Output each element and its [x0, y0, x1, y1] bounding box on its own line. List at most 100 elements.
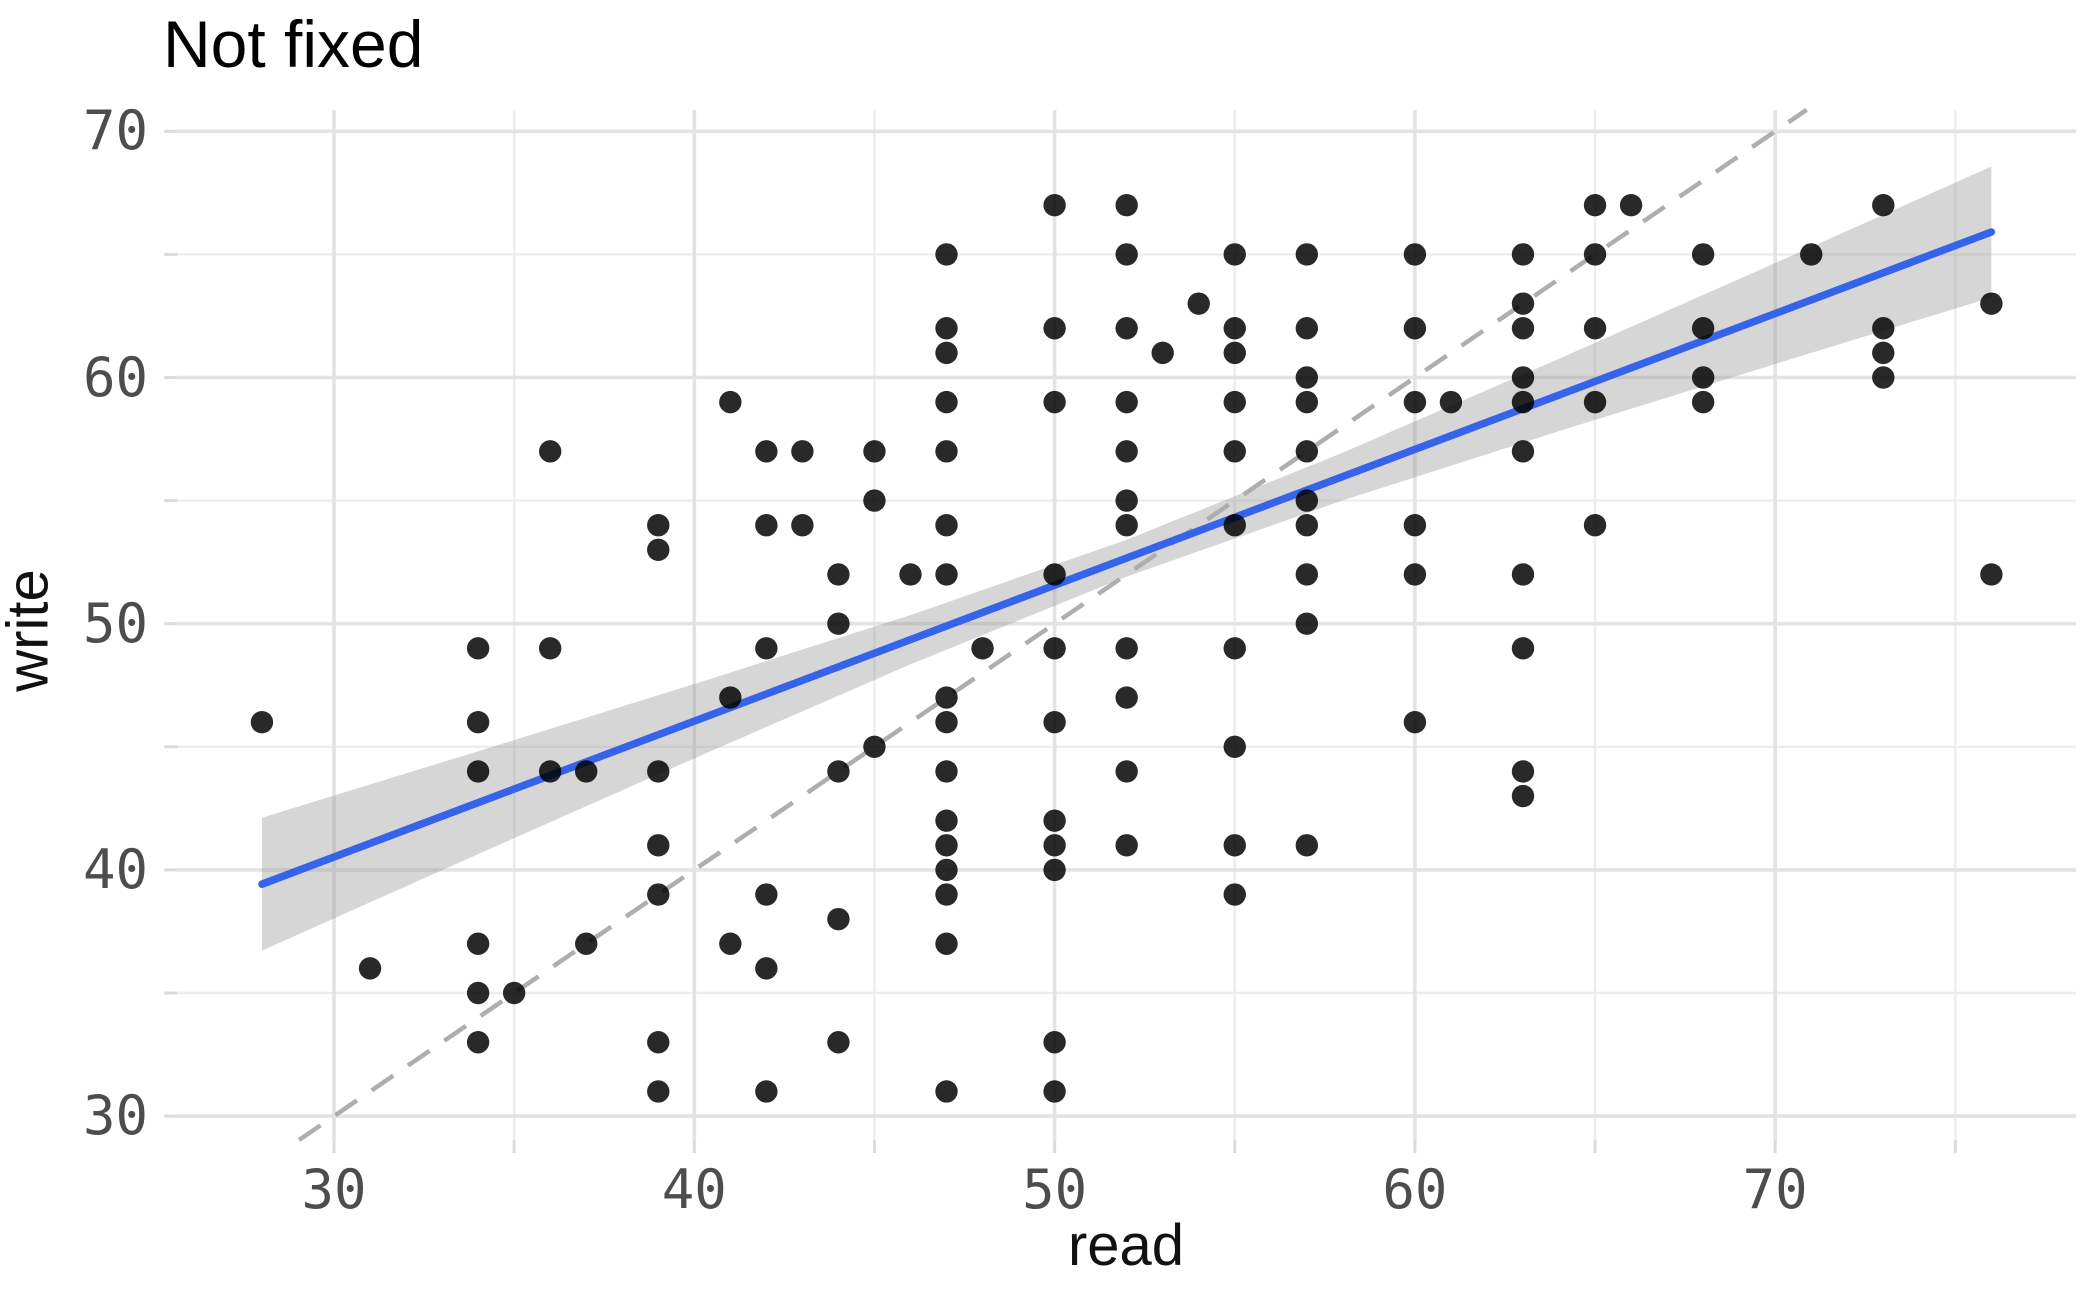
data-point — [755, 883, 778, 906]
data-point — [935, 390, 958, 414]
data-point — [1223, 514, 1246, 537]
data-point — [538, 440, 562, 463]
data-point — [647, 1031, 670, 1054]
data-point — [358, 957, 382, 980]
data-point — [1115, 686, 1138, 709]
data-point — [466, 1031, 490, 1054]
data-point — [1223, 735, 1246, 758]
data-point — [647, 834, 670, 857]
data-point — [791, 514, 814, 537]
data-point — [1439, 390, 1463, 414]
data-point — [1043, 834, 1066, 857]
data-point — [1872, 317, 1895, 340]
data-point — [935, 243, 958, 266]
data-point — [1295, 514, 1319, 537]
data-point — [863, 489, 886, 512]
y-tick-label: 30 — [82, 1084, 148, 1148]
data-point — [1511, 317, 1535, 340]
x-tick-label: 50 — [1022, 1158, 1088, 1221]
data-point — [827, 563, 850, 586]
data-point — [1115, 317, 1138, 340]
data-point — [719, 390, 742, 414]
data-point — [935, 883, 958, 906]
data-point — [250, 710, 274, 734]
data-point — [827, 1031, 850, 1054]
data-point — [1223, 883, 1246, 906]
data-point — [1583, 193, 1607, 217]
data-point — [1223, 341, 1246, 365]
data-point — [755, 514, 778, 537]
data-point — [755, 957, 778, 980]
data-point — [1043, 390, 1066, 414]
data-point — [647, 514, 670, 537]
data-point — [1043, 193, 1066, 217]
data-point — [1043, 1031, 1066, 1054]
y-tick-label: 60 — [82, 345, 148, 409]
data-point — [935, 809, 958, 832]
data-point — [1295, 317, 1319, 340]
y-tick-label: 40 — [82, 837, 148, 901]
data-point — [1043, 710, 1066, 734]
data-point — [575, 932, 598, 955]
data-point — [827, 760, 850, 783]
data-point — [1583, 514, 1607, 537]
data-point — [1295, 489, 1319, 512]
identity-dashed-line — [297, 108, 1808, 1142]
data-point — [1511, 784, 1535, 808]
data-point — [466, 932, 490, 955]
data-point — [466, 710, 490, 734]
data-point — [466, 981, 490, 1005]
data-point — [1043, 809, 1066, 832]
data-point — [502, 981, 526, 1005]
data-point — [1223, 317, 1246, 340]
data-point — [1800, 243, 1823, 266]
data-point — [1511, 563, 1535, 586]
data-point — [1403, 243, 1427, 266]
data-point — [1115, 489, 1138, 512]
data-point — [1043, 637, 1066, 660]
data-point — [1115, 637, 1138, 660]
data-point — [1872, 366, 1895, 389]
data-point — [935, 563, 958, 586]
data-point — [1295, 366, 1319, 389]
data-point — [538, 637, 562, 660]
data-point — [647, 1080, 670, 1103]
data-point — [647, 760, 670, 783]
data-point — [1115, 193, 1138, 217]
data-point — [935, 710, 958, 734]
data-point — [1691, 390, 1715, 414]
data-point — [1872, 341, 1895, 365]
data-point — [1223, 440, 1246, 463]
data-point — [1872, 193, 1895, 217]
data-point — [1223, 390, 1246, 414]
data-point — [1511, 390, 1535, 414]
x-axis-title: read — [0, 1212, 2100, 1279]
data-point — [1691, 317, 1715, 340]
data-point — [755, 637, 778, 660]
data-point — [935, 1080, 958, 1103]
data-point — [466, 760, 490, 783]
data-point — [1115, 514, 1138, 537]
data-point — [1187, 292, 1210, 315]
data-point — [935, 514, 958, 537]
data-point — [1980, 292, 2003, 315]
x-tick-label: 40 — [661, 1158, 727, 1221]
data-point — [1223, 243, 1246, 266]
data-point — [1511, 440, 1535, 463]
data-point — [719, 686, 742, 709]
data-point — [1403, 710, 1427, 734]
data-point — [1403, 390, 1427, 414]
x-tick-label: 60 — [1382, 1158, 1448, 1221]
y-tick-label: 70 — [82, 99, 148, 163]
data-point — [899, 563, 922, 586]
x-tick-label: 70 — [1742, 1158, 1808, 1221]
data-point — [1583, 390, 1607, 414]
data-point — [466, 637, 490, 660]
data-point — [971, 637, 994, 660]
data-point — [1511, 637, 1535, 660]
data-point — [863, 735, 886, 758]
data-point — [827, 612, 850, 635]
data-point — [1511, 366, 1535, 389]
